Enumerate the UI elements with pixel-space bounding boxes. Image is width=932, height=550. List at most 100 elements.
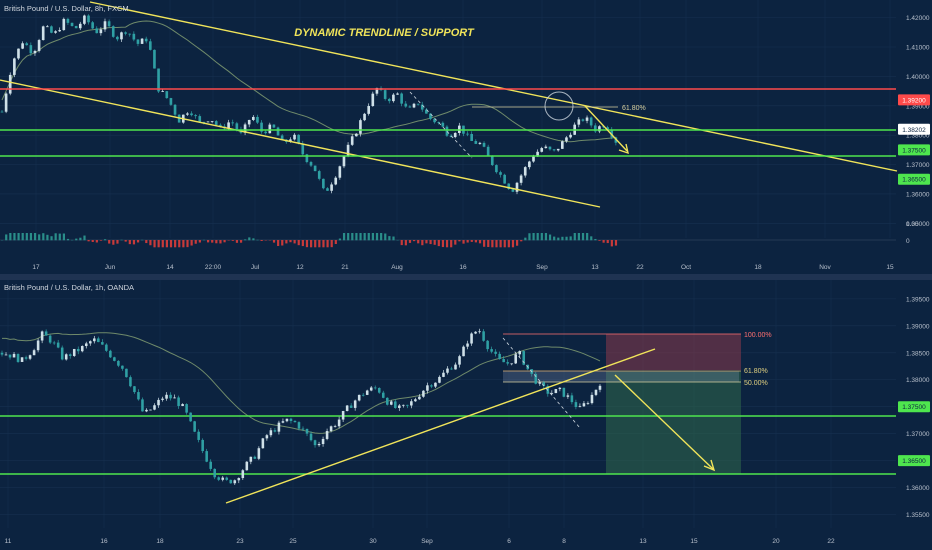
candle-body [554,389,558,394]
candle-body [145,409,148,412]
candle-body [562,387,566,397]
candle-body [161,398,164,400]
oscillator-bar [610,240,613,247]
time-tick-label: 13 [639,538,647,545]
candle-body [4,354,8,356]
time-tick-label: 25 [289,538,297,545]
oscillator-bar [445,240,449,248]
candle-body [522,351,526,365]
candle-body [462,346,465,357]
time-tick-label: 30 [369,538,377,545]
oscillator-bar [281,240,284,246]
oscillator-bar [38,234,41,241]
candle-body [446,368,449,373]
top-lower-channel-line[interactable] [0,79,601,208]
candle-body [345,405,349,412]
candle-body [173,397,176,399]
candle-body [593,125,597,132]
price-tick-label: 1.36000 [906,485,930,492]
candle-body [17,48,20,59]
time-tick-label: Jul [251,264,260,271]
top-time-axis: 17 Jun 14 22:00 Jul 12 21 Aug 16 Sep 13 22 Oct 18 Nov 1… [32,264,894,271]
candle-body [8,74,12,94]
oscillator-tick-label: 0 [906,238,910,245]
candle-body [210,121,214,122]
oscillator-bar [223,240,226,243]
oscillator-bar [408,240,412,243]
oscillator-bar [433,240,436,245]
oscillator-bar [25,233,28,241]
candle-body [396,93,399,95]
oscillator-bar [310,240,313,248]
candle-body [217,477,221,480]
oscillator-bar [219,240,222,244]
oscillator-bar [359,233,362,241]
candle-body [357,394,361,401]
candle-body [193,421,196,432]
candle-body [586,403,590,404]
oscillator-bar [413,240,416,242]
oscillator-bar [540,233,543,241]
level-badge [898,144,930,156]
bottom-ascending-trendline[interactable] [225,348,656,504]
candle-body [470,333,473,344]
top-chart-panel[interactable]: 61.80% DYNAMIC TRENDLINE / SUPPORT Briti… [0,0,930,271]
candle-body [325,431,329,439]
oscillator-bar [215,240,218,244]
candle-body [87,15,90,23]
bottom-grid [0,280,896,528]
candle-body [548,146,552,150]
oscillator-bar [91,240,94,243]
candle-body [326,188,329,191]
price-tick-label: 1.35000 [906,221,930,228]
oscillator-bar [79,237,82,241]
candle-body [285,418,289,422]
candle-body [363,113,366,121]
candle-body [329,426,333,432]
candle-body [486,340,489,350]
oscillator-bar [561,236,564,241]
candle-body [24,357,28,359]
candle-body [594,389,598,395]
candle-body [574,402,578,407]
oscillator-bar [112,240,115,245]
candle-body [111,26,115,37]
candle-body [83,15,86,24]
candle-body [261,438,265,449]
candle-body [272,124,276,128]
oscillator-bar [590,236,593,241]
oscillator-bar [466,240,469,243]
top-arrow-line [584,105,628,152]
candle-body [252,116,255,120]
candle-body [276,127,280,136]
candle-body [165,394,168,399]
oscillator-bar [33,233,37,241]
oscillator-bar [5,234,8,241]
candle-body [542,382,546,386]
candle-body [408,106,412,108]
candle-body [140,38,144,44]
oscillator-bar [441,240,445,248]
top-highlight-circle [544,91,574,121]
candle-body [99,29,103,34]
candle-body [317,171,321,179]
time-tick-label: 12 [296,264,304,271]
bottom-fib-100-label: 100.00% [744,332,772,339]
candle-body [133,386,136,393]
top-descending-trendline[interactable] [89,1,898,172]
candle-body [194,115,197,117]
bottom-stop-zone[interactable] [606,334,741,370]
oscillator-bar [334,240,337,245]
oscillator-bar [17,233,20,241]
candle-body [293,134,296,140]
candle-body [502,359,505,363]
oscillator-bar [338,238,342,241]
bottom-chart-panel[interactable]: 100.00% 61.80% 50.00% British Pound / U.… [0,280,930,545]
candle-body [97,338,100,343]
candle-body [466,343,469,347]
oscillator-bar [524,237,527,241]
candle-body [260,122,263,132]
oscillator-bar [421,240,424,246]
candle-body [161,91,164,92]
oscillator-bar [66,238,70,241]
